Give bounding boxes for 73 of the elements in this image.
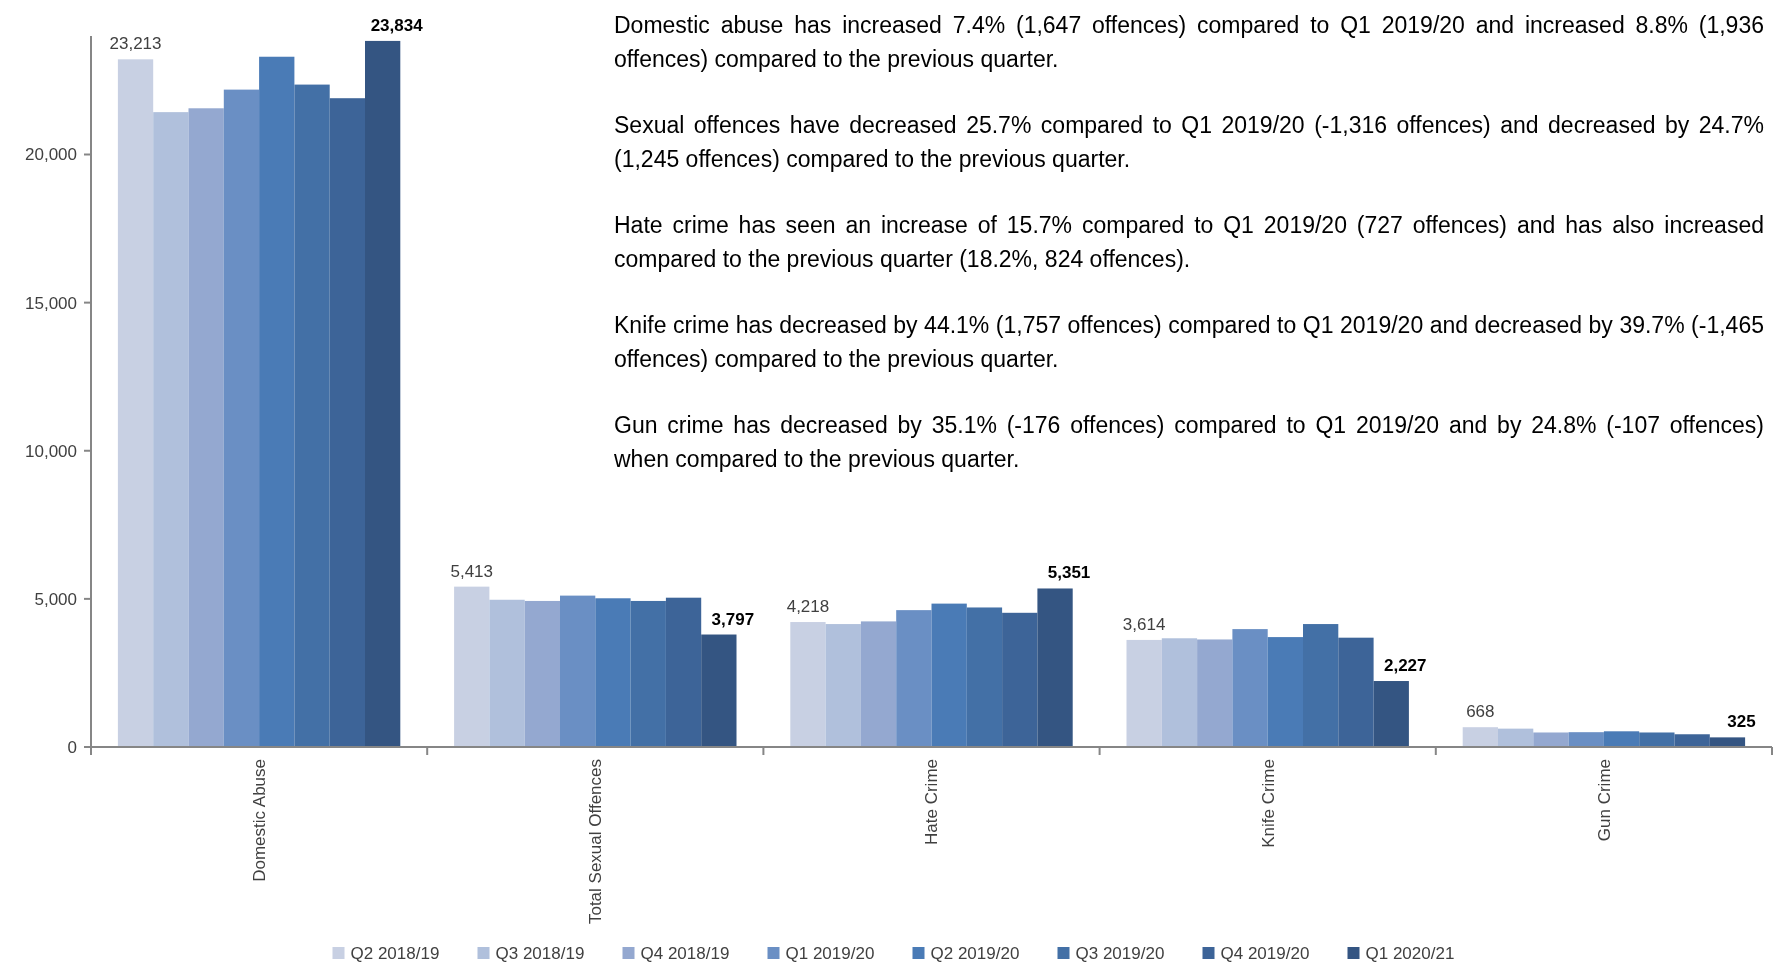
bar <box>1037 588 1073 747</box>
data-label: 3,797 <box>711 609 755 629</box>
data-label: 325 <box>1727 712 1756 732</box>
bar <box>1533 732 1569 747</box>
bar <box>1197 639 1233 747</box>
legend-label: Q1 2019/20 <box>785 943 875 963</box>
x-tick-label: Gun Crime <box>1594 759 1614 842</box>
data-label: 5,413 <box>450 561 494 581</box>
annotation: Hate crime has seen an increase of 15.7% compared to Q1 2019/20 (727 offences) and has also increased compared to the previous quarter (18.2%, 824 offences). <box>614 211 1764 274</box>
bar <box>1303 624 1339 747</box>
bar <box>630 600 666 747</box>
bar <box>489 599 525 747</box>
y-tick-label: 10,000 <box>25 441 77 461</box>
bar <box>595 598 631 747</box>
bar <box>1639 732 1675 747</box>
bar <box>1603 731 1640 747</box>
annotation: Knife crime has decreased by 44.1% (1,757 offences) compared to Q1 2019/20 and decreased by 39.7% (-1,465 offences) compared to the previous quarter. <box>614 311 1764 374</box>
bar <box>790 622 826 747</box>
bar <box>259 56 295 747</box>
bar <box>896 610 932 747</box>
bar <box>931 603 967 747</box>
bar <box>1267 637 1303 747</box>
bar <box>1161 638 1198 747</box>
bar <box>1568 732 1604 747</box>
bar <box>1338 637 1374 747</box>
bar <box>966 607 1003 747</box>
bar <box>860 621 897 747</box>
bar <box>365 40 401 747</box>
annotation: Sexual offences have decreased 25.7% compared to Q1 2019/20 (-1,316 offences) and decreased by 24.7% (1,245 offences) compared to the previous quarter. <box>614 111 1764 174</box>
legend-label: Q4 2018/19 <box>640 943 730 963</box>
bar <box>1498 728 1534 747</box>
bar <box>1709 737 1746 747</box>
x-tick-label: Total Sexual Offences <box>586 759 606 925</box>
bar <box>1462 727 1498 747</box>
bar <box>223 89 260 747</box>
bar <box>1373 681 1409 747</box>
bar <box>1674 734 1710 747</box>
y-tick-label: 15,000 <box>25 293 77 313</box>
legend-label: Q2 2018/19 <box>350 943 440 963</box>
legend-label: Q4 2019/20 <box>1220 943 1310 963</box>
x-tick-label: Domestic Abuse <box>250 759 270 882</box>
annotation: Domestic abuse has increased 7.4% (1,647 offences) compared to Q1 2019/20 and increased 8.8% (1,936 offences) compared to the previous quarter. <box>614 11 1764 74</box>
data-label: 23,213 <box>109 34 162 54</box>
bar <box>560 595 596 747</box>
bar <box>117 59 154 747</box>
bar <box>701 634 737 747</box>
x-tick-label: Hate Crime <box>922 759 942 845</box>
legend-label: Q1 2020/21 <box>1365 943 1455 963</box>
legend-label: Q2 2019/20 <box>930 943 1020 963</box>
y-tick-label: 0 <box>67 737 77 757</box>
bar <box>1232 629 1268 747</box>
legend-label: Q3 2018/19 <box>495 943 585 963</box>
bar <box>454 586 490 747</box>
data-label: 23,834 <box>370 15 424 35</box>
bar <box>329 98 365 747</box>
bar <box>1002 612 1038 747</box>
data-label: 5,351 <box>1047 563 1091 583</box>
bar <box>294 84 330 747</box>
bar <box>665 597 702 747</box>
data-label: 668 <box>1466 702 1495 722</box>
y-tick-label: 5,000 <box>34 589 77 609</box>
y-tick-label: 20,000 <box>25 145 77 165</box>
bar <box>1126 639 1162 747</box>
bar <box>153 112 189 747</box>
bar <box>524 600 560 747</box>
x-tick-label: Knife Crime <box>1258 759 1278 848</box>
data-label: 3,614 <box>1122 614 1166 634</box>
data-label: 2,227 <box>1383 656 1427 676</box>
legend-label: Q3 2019/20 <box>1075 943 1165 963</box>
bar <box>825 624 861 747</box>
bar <box>188 108 224 747</box>
data-label: 4,218 <box>786 597 830 617</box>
annotation: Gun crime has decreased by 35.1% (-176 offences) compared to Q1 2019/20 and by 24.8% (-107 offences) when compared to the previous quarter. <box>614 411 1764 474</box>
